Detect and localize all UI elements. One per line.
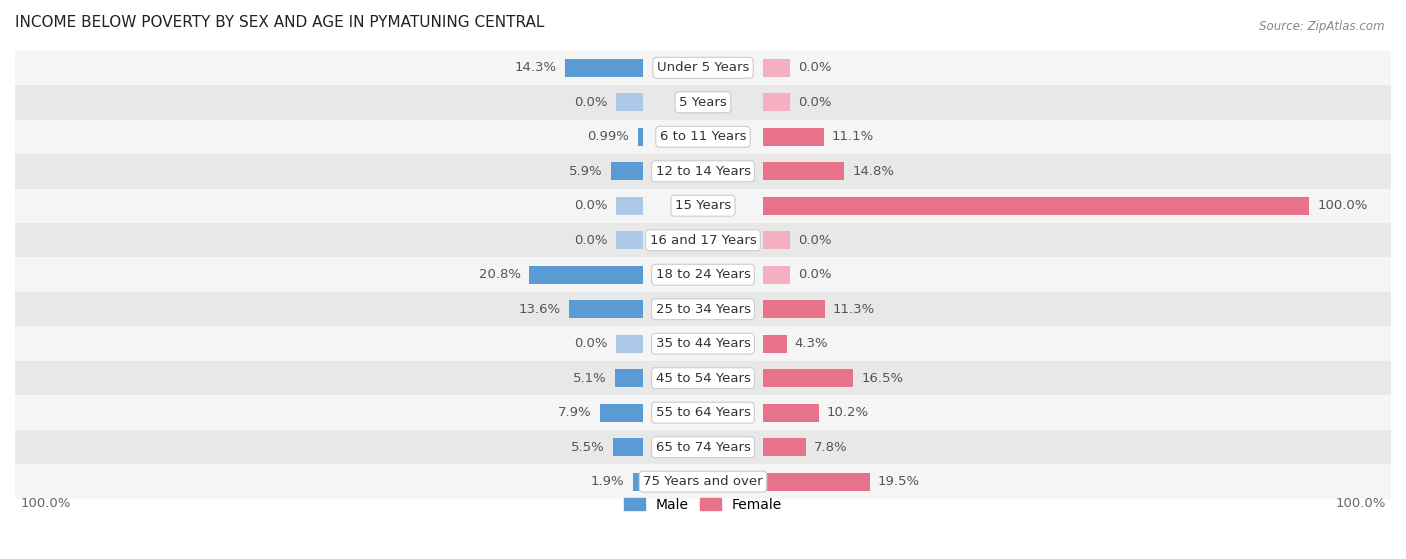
Text: 6 to 11 Years: 6 to 11 Years: [659, 130, 747, 143]
Bar: [15, 430, 1391, 465]
Bar: [763, 438, 806, 456]
Bar: [600, 404, 643, 421]
Bar: [763, 266, 790, 283]
Text: 10.2%: 10.2%: [827, 406, 869, 419]
Text: 35 to 44 Years: 35 to 44 Years: [655, 337, 751, 350]
Bar: [763, 59, 790, 77]
Bar: [763, 300, 825, 318]
Bar: [633, 473, 643, 491]
Text: 75 Years and over: 75 Years and over: [643, 475, 763, 488]
Text: 5.5%: 5.5%: [571, 440, 605, 454]
Text: 13.6%: 13.6%: [519, 303, 561, 316]
Text: 20.8%: 20.8%: [479, 268, 522, 281]
Bar: [15, 50, 1391, 85]
Text: 0.0%: 0.0%: [574, 337, 607, 350]
Text: 25 to 34 Years: 25 to 34 Years: [655, 303, 751, 316]
Bar: [763, 93, 790, 111]
Text: 11.1%: 11.1%: [832, 130, 875, 143]
Text: 4.3%: 4.3%: [794, 337, 828, 350]
Text: 5 Years: 5 Years: [679, 96, 727, 109]
Text: 0.0%: 0.0%: [799, 234, 832, 247]
Bar: [763, 162, 844, 180]
Bar: [763, 473, 869, 491]
Bar: [610, 162, 643, 180]
Bar: [614, 369, 643, 387]
Text: 14.3%: 14.3%: [515, 61, 557, 74]
Bar: [763, 404, 818, 421]
Bar: [637, 128, 643, 146]
Text: 12 to 14 Years: 12 to 14 Years: [655, 165, 751, 178]
Text: 11.3%: 11.3%: [832, 303, 875, 316]
Text: 100.0%: 100.0%: [1336, 496, 1385, 509]
Text: 7.8%: 7.8%: [814, 440, 848, 454]
Text: 5.9%: 5.9%: [569, 165, 603, 178]
Text: 0.0%: 0.0%: [574, 199, 607, 212]
Bar: [763, 335, 786, 353]
Text: Source: ZipAtlas.com: Source: ZipAtlas.com: [1260, 20, 1385, 32]
Text: 19.5%: 19.5%: [877, 475, 920, 488]
Bar: [613, 438, 643, 456]
Text: 0.99%: 0.99%: [588, 130, 630, 143]
Bar: [15, 223, 1391, 258]
Bar: [616, 231, 643, 249]
Bar: [530, 266, 643, 283]
Text: 0.0%: 0.0%: [799, 96, 832, 109]
Text: 45 to 54 Years: 45 to 54 Years: [655, 372, 751, 385]
Bar: [15, 188, 1391, 223]
Text: INCOME BELOW POVERTY BY SEX AND AGE IN PYMATUNING CENTRAL: INCOME BELOW POVERTY BY SEX AND AGE IN P…: [15, 15, 544, 30]
Bar: [15, 120, 1391, 154]
Text: Under 5 Years: Under 5 Years: [657, 61, 749, 74]
Bar: [763, 369, 853, 387]
Text: 0.0%: 0.0%: [574, 234, 607, 247]
Bar: [15, 465, 1391, 499]
Text: 7.9%: 7.9%: [558, 406, 592, 419]
Bar: [616, 197, 643, 215]
Legend: Male, Female: Male, Female: [619, 492, 787, 517]
Bar: [15, 85, 1391, 120]
Text: 16 and 17 Years: 16 and 17 Years: [650, 234, 756, 247]
Bar: [568, 300, 643, 318]
Bar: [15, 395, 1391, 430]
Text: 100.0%: 100.0%: [21, 496, 70, 509]
Bar: [15, 154, 1391, 188]
Bar: [15, 326, 1391, 361]
Bar: [15, 361, 1391, 395]
Bar: [15, 292, 1391, 326]
Text: 0.0%: 0.0%: [574, 96, 607, 109]
Bar: [565, 59, 643, 77]
Text: 55 to 64 Years: 55 to 64 Years: [655, 406, 751, 419]
Text: 65 to 74 Years: 65 to 74 Years: [655, 440, 751, 454]
Text: 0.0%: 0.0%: [799, 61, 832, 74]
Text: 100.0%: 100.0%: [1317, 199, 1368, 212]
Text: 0.0%: 0.0%: [799, 268, 832, 281]
Bar: [763, 128, 824, 146]
Text: 14.8%: 14.8%: [852, 165, 894, 178]
Text: 5.1%: 5.1%: [574, 372, 607, 385]
Bar: [15, 258, 1391, 292]
Bar: [616, 335, 643, 353]
Text: 1.9%: 1.9%: [591, 475, 624, 488]
Text: 16.5%: 16.5%: [862, 372, 904, 385]
Bar: [763, 231, 790, 249]
Bar: [763, 197, 1309, 215]
Text: 15 Years: 15 Years: [675, 199, 731, 212]
Bar: [616, 93, 643, 111]
Text: 18 to 24 Years: 18 to 24 Years: [655, 268, 751, 281]
